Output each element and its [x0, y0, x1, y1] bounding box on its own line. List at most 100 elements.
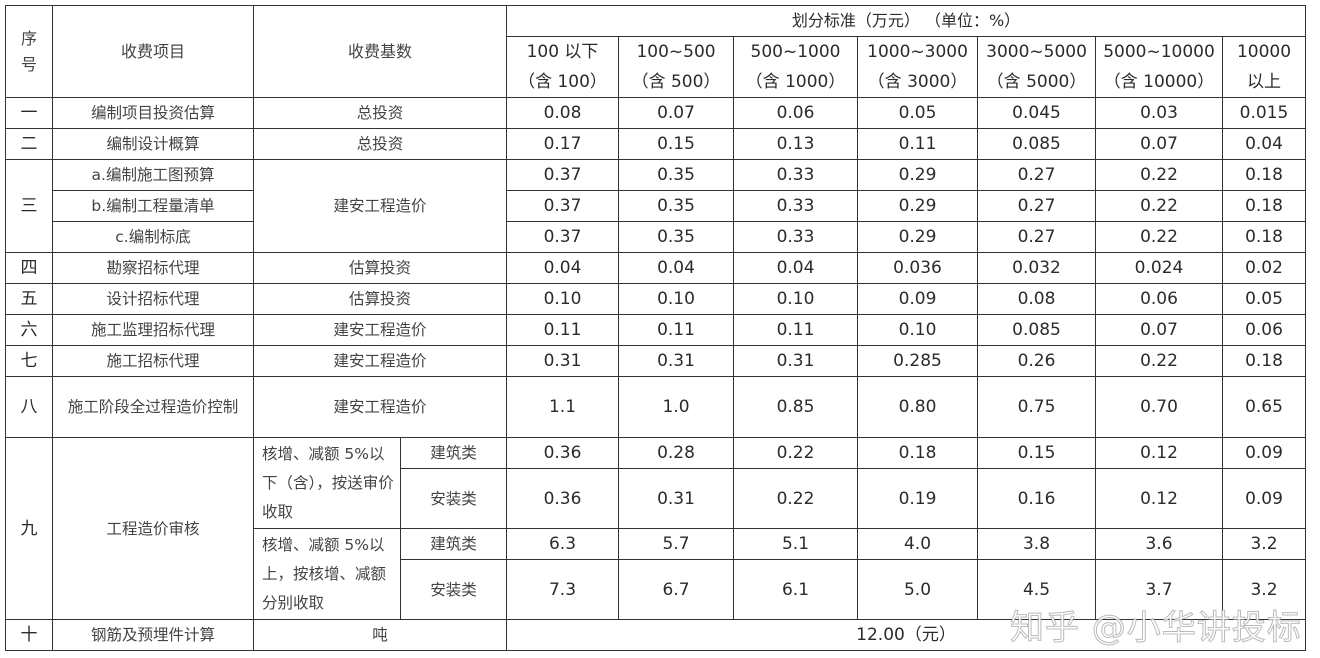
table-row: 六施工监理招标代理 建安工程造价 0.11 0.11 0.11 0.10 0.085 0.07…: [5, 314, 1307, 346]
value-cell: 0.29: [857, 190, 979, 222]
value-cell: 0.70: [1095, 376, 1224, 438]
seq-cell: 九: [5, 437, 53, 620]
value-cell: 0.22: [1095, 345, 1224, 377]
value-cell: 0.27: [977, 190, 1097, 222]
value-cell: 0.18: [1222, 221, 1307, 253]
value-cell: 0.07: [1095, 128, 1224, 160]
value-cell: 0.045: [977, 97, 1097, 129]
value-cell: 0.11: [733, 314, 859, 346]
value-cell: 6.3: [506, 528, 620, 560]
range-line: （含 10000）: [1103, 72, 1215, 92]
value-cell: 0.37: [506, 159, 620, 191]
value-cell: 0.18: [1222, 345, 1307, 377]
item-cell: 施工阶段全过程造价控制: [52, 376, 254, 438]
seq-cell: 五: [5, 283, 53, 315]
header-standard: 划分标准（万元） （单位：%）: [506, 5, 1307, 37]
value-cell: 0.11: [506, 314, 620, 346]
item-cell: 施工监理招标代理: [52, 314, 254, 346]
range-line: （含 5000）: [986, 72, 1087, 92]
range-line: （含 100）: [518, 72, 607, 92]
type-cell: 安装类: [399, 559, 508, 620]
value-cell: 0.22: [1095, 190, 1224, 222]
header-seq: 序号: [5, 5, 53, 98]
value-cell: 0.80: [857, 376, 979, 438]
value-cell: 0.015: [1222, 97, 1307, 129]
value-cell: 0.36: [506, 468, 620, 529]
seq-cell: 七: [5, 345, 53, 377]
seq-cell: 三: [5, 159, 53, 253]
type-cell: 建筑类: [399, 437, 508, 469]
item-cell: 设计招标代理: [52, 283, 254, 315]
value-cell: 0.18: [1222, 159, 1307, 191]
table-row: 五设计招标代理 估算投资 0.10 0.10 0.10 0.09 0.08 0.06 0.05: [5, 283, 1307, 315]
value-cell: 0.65: [1222, 376, 1307, 438]
value-cell: 0.04: [733, 252, 859, 284]
item-cell: a.编制施工图预算: [52, 159, 254, 191]
table-row: 七施工招标代理 建安工程造价 0.31 0.31 0.31 0.285 0.26 0.22 0.…: [5, 345, 1307, 377]
value-cell: 0.12: [1095, 437, 1224, 469]
range-line: 100~500: [636, 42, 716, 62]
header-ranges-row: 100 以下 （含 100） 100~500 （含 500） 500~1000 （含 10…: [6, 36, 1307, 98]
value-cell: 0.09: [1222, 468, 1307, 529]
value-cell: 0.10: [506, 283, 620, 315]
seq-cell: 六: [5, 314, 53, 346]
value-cell: 0.37: [506, 221, 620, 253]
item-cell: b.编制工程量清单: [52, 190, 254, 222]
range-line: 以上: [1247, 72, 1282, 92]
value-cell: 0.26: [977, 345, 1097, 377]
value-cell: 0.22: [1095, 159, 1224, 191]
value-cell: 0.11: [857, 128, 979, 160]
range-line: 100 以下: [526, 42, 599, 62]
range-line: （含 1000）: [745, 72, 846, 92]
condition-cell: 核增、减额 5%以下（含），按送审价收取: [253, 437, 401, 529]
value-cell: 0.37: [506, 190, 620, 222]
value-cell: 0.27: [977, 159, 1097, 191]
value-cell: 0.18: [1222, 190, 1307, 222]
value-cell: 0.33: [733, 159, 859, 191]
item-cell: 编制设计概算: [52, 128, 254, 160]
value-cell: 0.10: [857, 314, 979, 346]
value-cell: 0.12: [1095, 468, 1224, 529]
item-cell: 勘察招标代理: [52, 252, 254, 284]
value-cell: 3.2: [1222, 528, 1307, 560]
review-row: 核增、减额 5%以上，按核增、减额分别收取 建筑类 6.3 5.7 5.1 4.0 3.8 3…: [6, 528, 1307, 620]
value-cell: 0.08: [977, 283, 1097, 315]
base-cell: 吨: [252, 619, 508, 651]
header-base: 收费基数: [252, 5, 508, 98]
item-cell: 施工招标代理: [52, 345, 254, 377]
value-cell: 0.75: [977, 376, 1097, 438]
value-cell: 6.7: [618, 559, 735, 620]
value-cell: 0.04: [618, 252, 735, 284]
value-cell: 0.22: [1095, 221, 1224, 253]
value-cell: 0.28: [618, 437, 735, 469]
value-cell: 0.31: [618, 345, 735, 377]
value-cell: 0.35: [618, 221, 735, 253]
value-cell: 0.04: [506, 252, 620, 284]
header-range: 500~1000 （含 1000）: [733, 36, 859, 98]
table-row: b.编制工程量清单 0.37 0.35 0.33 0.29 0.27 0.22 0.18: [6, 190, 1307, 222]
table-row: 三 a.编制施工图预算 建安工程造价 0.37 0.35 0.33 0.29 0.27 0.22…: [5, 159, 1307, 253]
value-cell: 0.09: [1222, 437, 1307, 469]
value-cell: 0.07: [618, 97, 735, 129]
value-cell: 0.29: [857, 159, 979, 191]
type-cell: 建筑类: [399, 528, 508, 560]
seq-cell: 二: [5, 128, 53, 160]
value-cell: 0.35: [618, 190, 735, 222]
seq-cell: 四: [5, 252, 53, 284]
value-cell: 0.085: [977, 314, 1097, 346]
table-row: 一编制项目投资估算 总投资 0.08 0.07 0.06 0.05 0.045 0.03 0.0…: [5, 97, 1307, 129]
value-cell: 5.7: [618, 528, 735, 560]
seq-cell: 十: [5, 619, 53, 651]
base-cell: 建安工程造价: [252, 345, 508, 377]
value-cell: 0.10: [618, 283, 735, 315]
value-cell: 0.31: [618, 468, 735, 529]
range-line: 500~1000: [750, 42, 841, 62]
range-line: 3000~5000: [986, 42, 1087, 62]
range-line: 10000: [1236, 42, 1292, 62]
base-cell: 总投资: [252, 128, 508, 160]
value-cell: 0.07: [1095, 314, 1224, 346]
value-cell: 0.22: [733, 468, 859, 529]
fee-table: 序号 收费项目 收费基数 划分标准（万元） （单位：%） 100 以下 （含 10…: [5, 5, 1307, 651]
value-cell: 0.02: [1222, 252, 1307, 284]
value-cell: 0.31: [733, 345, 859, 377]
